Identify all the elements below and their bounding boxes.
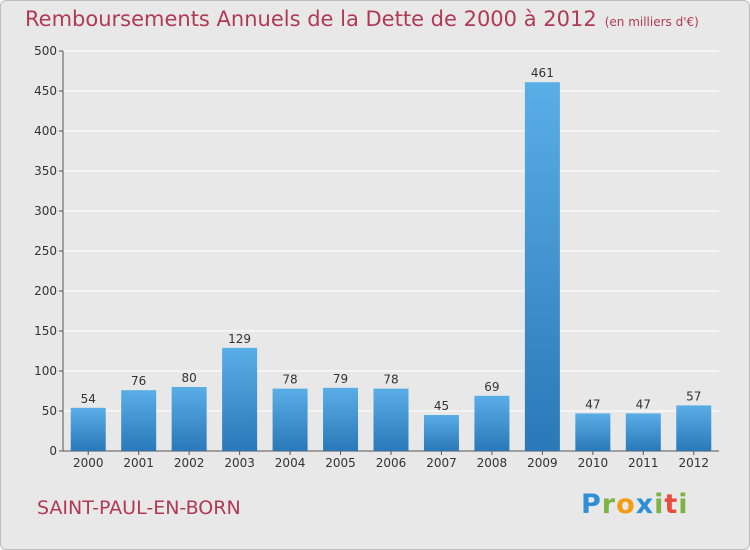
bar bbox=[373, 388, 409, 451]
bar-value-label: 47 bbox=[636, 397, 651, 411]
bar-value-label: 78 bbox=[383, 373, 398, 387]
x-tick-label: 2011 bbox=[628, 456, 659, 470]
chart-title: Remboursements Annuels de la Dette de 20… bbox=[25, 7, 699, 31]
x-tick-label: 2004 bbox=[275, 456, 306, 470]
logo-letter: x bbox=[635, 489, 655, 520]
bar-value-label: 57 bbox=[686, 389, 701, 403]
bar bbox=[423, 415, 459, 451]
y-tick-label: 400 bbox=[34, 124, 57, 138]
logo-letter: i bbox=[678, 489, 689, 520]
y-tick-label: 350 bbox=[34, 164, 57, 178]
y-tick-label: 0 bbox=[49, 444, 57, 458]
bar-value-label: 78 bbox=[282, 373, 297, 387]
logo-letter: o bbox=[616, 489, 636, 520]
y-tick-label: 150 bbox=[34, 324, 57, 338]
logo-letter: i bbox=[654, 489, 665, 520]
x-tick-label: 2005 bbox=[325, 456, 356, 470]
bar-value-label: 129 bbox=[228, 332, 251, 346]
x-tick-label: 2006 bbox=[376, 456, 407, 470]
bar bbox=[524, 82, 560, 451]
bar-value-label: 54 bbox=[81, 392, 96, 406]
x-tick-label: 2010 bbox=[578, 456, 609, 470]
y-tick-label: 450 bbox=[34, 84, 57, 98]
bar-value-label: 76 bbox=[131, 374, 146, 388]
x-tick-label: 2001 bbox=[123, 456, 154, 470]
bar bbox=[474, 395, 510, 451]
bar bbox=[575, 413, 611, 451]
bar-value-label: 45 bbox=[434, 399, 449, 413]
bar-value-label: 69 bbox=[484, 380, 499, 394]
x-tick-label: 2002 bbox=[174, 456, 205, 470]
bar bbox=[121, 390, 157, 451]
proxiti-logo: Proxiti bbox=[581, 489, 689, 520]
bar-value-label: 80 bbox=[182, 371, 197, 385]
y-tick-label: 500 bbox=[34, 44, 57, 58]
bar bbox=[323, 387, 359, 451]
y-tick-label: 250 bbox=[34, 244, 57, 258]
bar-value-label: 47 bbox=[585, 397, 600, 411]
x-tick-label: 2012 bbox=[678, 456, 709, 470]
x-tick-label: 2003 bbox=[224, 456, 255, 470]
y-tick-label: 100 bbox=[34, 364, 57, 378]
bar bbox=[272, 388, 308, 451]
bar bbox=[171, 387, 207, 451]
x-tick-label: 2009 bbox=[527, 456, 558, 470]
commune-name: SAINT-PAUL-EN-BORN bbox=[37, 497, 241, 519]
bar bbox=[222, 347, 258, 451]
bar bbox=[676, 405, 712, 451]
y-tick-label: 200 bbox=[34, 284, 57, 298]
bar-value-label: 461 bbox=[531, 66, 554, 80]
bar bbox=[625, 413, 661, 451]
logo-letter: r bbox=[601, 489, 617, 520]
logo-letter: t bbox=[664, 489, 679, 520]
chart-unit-note: (en milliers d'€) bbox=[604, 15, 699, 29]
y-tick-label: 50 bbox=[42, 404, 57, 418]
y-tick-label: 300 bbox=[34, 204, 57, 218]
x-tick-label: 2008 bbox=[477, 456, 508, 470]
logo-letter: P bbox=[581, 489, 602, 520]
bar bbox=[70, 407, 106, 451]
x-tick-label: 2000 bbox=[73, 456, 104, 470]
bar-value-label: 79 bbox=[333, 372, 348, 386]
x-tick-label: 2007 bbox=[426, 456, 457, 470]
chart-title-text: Remboursements Annuels de la Dette de 20… bbox=[25, 7, 597, 31]
